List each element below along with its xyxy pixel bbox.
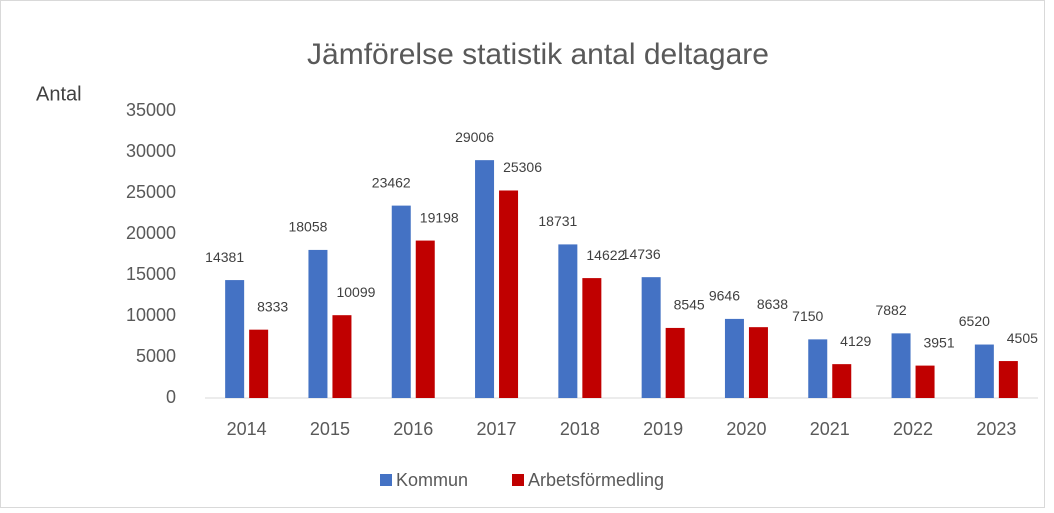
data-label: 9646: [709, 288, 740, 304]
legend-label: Kommun: [396, 470, 468, 490]
bar: [225, 280, 245, 398]
data-label: 18731: [538, 213, 577, 229]
data-label: 14736: [622, 246, 661, 262]
bar: [499, 190, 519, 398]
bar: [641, 277, 661, 398]
bar: [808, 339, 828, 398]
data-label: 14622: [586, 247, 625, 263]
y-tick-label: 0: [166, 387, 176, 407]
data-label: 7882: [875, 302, 906, 318]
y-tick-label: 30000: [126, 141, 176, 161]
data-label: 8333: [257, 298, 288, 314]
bar: [974, 344, 994, 398]
bar: [582, 278, 602, 398]
x-tick-label: 2020: [726, 419, 766, 439]
bar: [915, 365, 935, 398]
x-tick-label: 2015: [310, 419, 350, 439]
y-tick-label: 35000: [126, 100, 176, 120]
legend-label: Arbetsförmedling: [528, 470, 664, 490]
data-label: 19198: [420, 209, 459, 225]
bar: [832, 364, 852, 398]
x-tick-label: 2014: [227, 419, 267, 439]
x-tick-label: 2019: [643, 419, 683, 439]
y-tick-label: 5000: [136, 346, 176, 366]
y-tick-label: 25000: [126, 182, 176, 202]
x-tick-label: 2017: [477, 419, 517, 439]
data-label: 18058: [288, 219, 327, 235]
bar: [475, 160, 495, 398]
bar: [665, 327, 685, 398]
bar: [558, 244, 578, 398]
y-tick-label: 15000: [126, 264, 176, 284]
data-label: 7150: [792, 308, 823, 324]
bar: [748, 327, 768, 398]
data-label: 25306: [503, 159, 542, 175]
bar: [249, 329, 269, 398]
x-tick-label: 2021: [810, 419, 850, 439]
y-tick-label: 20000: [126, 223, 176, 243]
bar: [308, 249, 328, 398]
legend-swatch: [380, 474, 392, 486]
data-label: 6520: [959, 313, 990, 329]
data-label: 8638: [757, 296, 788, 312]
bar: [998, 361, 1018, 398]
y-axis-label: Antal: [36, 83, 82, 105]
bar: [891, 333, 911, 398]
chart-title: Jämförelse statistik antal deltagare: [307, 38, 769, 71]
x-tick-label: 2016: [393, 419, 433, 439]
bar: [391, 205, 411, 398]
x-tick-label: 2022: [893, 419, 933, 439]
bar: [415, 240, 435, 398]
data-label: 4505: [1007, 330, 1038, 346]
bar: [724, 318, 744, 398]
data-label: 8545: [674, 297, 705, 313]
data-label: 29006: [455, 129, 494, 145]
data-label: 3951: [923, 334, 954, 350]
data-label: 14381: [205, 249, 244, 265]
data-label: 23462: [372, 174, 411, 190]
x-tick-label: 2023: [976, 419, 1016, 439]
x-tick-label: 2018: [560, 419, 600, 439]
legend-swatch: [512, 474, 524, 486]
bar: [332, 315, 352, 398]
y-tick-label: 10000: [126, 305, 176, 325]
data-label: 4129: [840, 333, 871, 349]
data-label: 10099: [336, 284, 375, 300]
